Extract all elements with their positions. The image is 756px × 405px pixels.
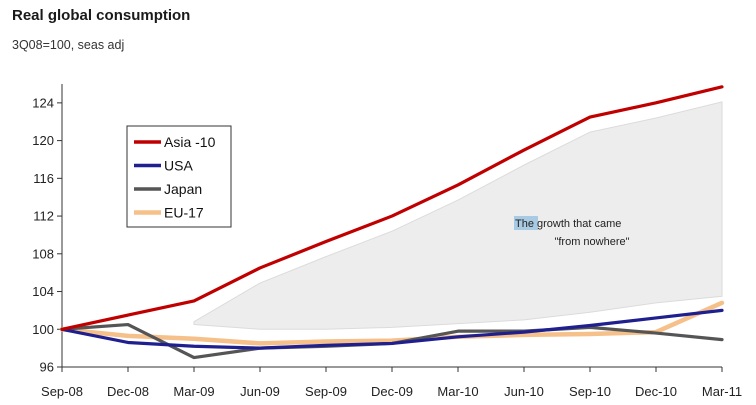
- y-tick-label: 108: [32, 246, 54, 261]
- y-tick-label: 100: [32, 322, 54, 337]
- y-tick-label: 124: [32, 95, 54, 110]
- x-tick-label: Dec-08: [107, 384, 149, 399]
- annotation-text: The growth that came: [515, 218, 621, 230]
- x-tick-label: Dec-10: [635, 384, 677, 399]
- series-line-usa: [60, 308, 724, 350]
- legend-label: Asia -10: [164, 134, 216, 150]
- x-tick-label: Sep-10: [569, 384, 611, 399]
- chart-title: Real global consumption: [12, 7, 191, 24]
- x-tick-label: Sep-08: [41, 384, 83, 399]
- legend-label: EU-17: [164, 205, 204, 221]
- series-line-asia-10: [60, 85, 724, 331]
- x-tick-label: Mar-11: [702, 384, 742, 399]
- y-tick-label: 104: [32, 284, 54, 299]
- x-tick-label: Jun-10: [504, 384, 544, 399]
- annotation-highlight-word: The: [515, 218, 534, 230]
- y-tick-label: 96: [40, 360, 54, 375]
- annotation-text-line2: "from nowhere": [554, 236, 629, 248]
- annotation-rest: growth that came: [534, 218, 621, 230]
- x-tick-label: Mar-09: [173, 384, 214, 399]
- chart-subtitle: 3Q08=100, seas adj: [12, 38, 125, 52]
- series-line-eu-17: [59, 300, 725, 346]
- x-tick-label: Jun-09: [240, 384, 280, 399]
- y-tick-label: 120: [32, 133, 54, 148]
- x-tick-label: Mar-10: [437, 384, 478, 399]
- legend-label: USA: [164, 158, 193, 174]
- x-tick-label: Dec-09: [371, 384, 413, 399]
- y-tick-label: 116: [33, 171, 54, 186]
- x-tick-label: Sep-09: [305, 384, 347, 399]
- annotation-highlight: [514, 216, 538, 230]
- growth-area: [193, 101, 723, 330]
- legend-label: Japan: [164, 181, 202, 197]
- y-tick-label: 112: [33, 209, 54, 224]
